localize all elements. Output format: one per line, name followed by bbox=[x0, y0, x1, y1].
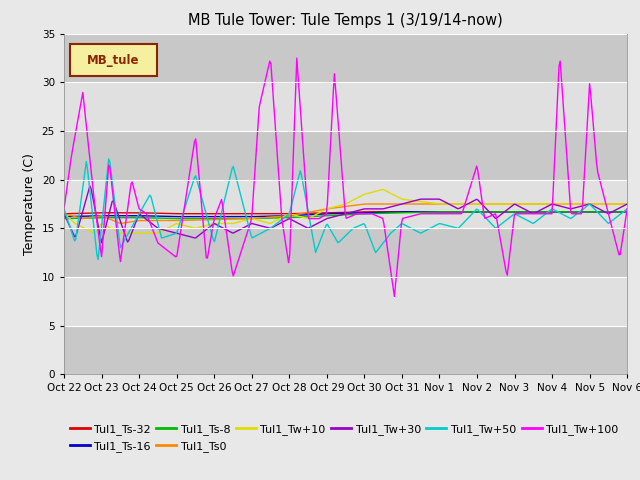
Y-axis label: Temperature (C): Temperature (C) bbox=[23, 153, 36, 255]
Tul1_Ts-8 bbox=[403, 210, 410, 216]
Tul1_Ts-16 bbox=[623, 209, 631, 215]
Tul1_Tw+10 bbox=[379, 187, 387, 192]
Bar bbox=[64, 180, 627, 228]
Tul1_Tw+100 bbox=[293, 55, 301, 61]
Tul1_Ts-16 bbox=[236, 214, 243, 219]
Bar bbox=[64, 131, 627, 180]
Bar bbox=[64, 228, 627, 277]
Tul1_Tw+100 bbox=[376, 215, 384, 220]
Tul1_Ts-8 bbox=[298, 214, 305, 220]
Tul1_Tw+50 bbox=[105, 156, 113, 162]
Text: MB_tule: MB_tule bbox=[87, 54, 140, 67]
Tul1_Ts-8 bbox=[573, 209, 580, 215]
Line: Tul1_Ts0: Tul1_Ts0 bbox=[64, 204, 627, 224]
Line: Tul1_Tw+30: Tul1_Tw+30 bbox=[64, 186, 627, 243]
Tul1_Ts-32 bbox=[361, 209, 369, 215]
Tul1_Ts0 bbox=[237, 216, 244, 222]
Tul1_Ts-32 bbox=[476, 209, 483, 215]
Legend: Tul1_Ts-32, Tul1_Ts-16, Tul1_Ts-8, Tul1_Ts0, Tul1_Tw+10, Tul1_Tw+30, Tul1_Tw+50,: Tul1_Ts-32, Tul1_Ts-16, Tul1_Ts-8, Tul1_… bbox=[70, 424, 618, 452]
Tul1_Ts-32 bbox=[573, 209, 580, 215]
Tul1_Tw+100 bbox=[623, 206, 631, 212]
Tul1_Tw+30 bbox=[623, 201, 631, 207]
Tul1_Ts-16 bbox=[476, 209, 483, 215]
Tul1_Ts-8 bbox=[623, 209, 631, 215]
Bar bbox=[64, 34, 627, 82]
Tul1_Ts0 bbox=[361, 201, 369, 207]
Title: MB Tule Tower: Tule Temps 1 (3/19/14-now): MB Tule Tower: Tule Temps 1 (3/19/14-now… bbox=[188, 13, 503, 28]
Tul1_Ts0 bbox=[404, 201, 412, 207]
Tul1_Ts0 bbox=[299, 210, 307, 216]
Tul1_Tw+50 bbox=[574, 210, 582, 216]
Line: Tul1_Ts-32: Tul1_Ts-32 bbox=[64, 212, 627, 214]
Tul1_Tw+30 bbox=[86, 183, 93, 189]
Tul1_Tw+30 bbox=[98, 240, 106, 246]
Tul1_Tw+50 bbox=[237, 195, 245, 201]
Tul1_Ts-32 bbox=[623, 209, 631, 215]
Tul1_Ts-16 bbox=[60, 214, 68, 219]
Tul1_Tw+10 bbox=[404, 197, 412, 203]
Tul1_Ts0 bbox=[60, 211, 68, 216]
Tul1_Tw+50 bbox=[623, 206, 631, 212]
Line: Tul1_Ts-16: Tul1_Ts-16 bbox=[64, 212, 627, 216]
Tul1_Ts0 bbox=[574, 201, 582, 207]
Tul1_Ts-16 bbox=[375, 209, 383, 215]
Tul1_Ts-8 bbox=[60, 216, 68, 221]
Tul1_Tw+100 bbox=[236, 255, 243, 261]
Tul1_Tw+30 bbox=[378, 206, 385, 212]
Tul1_Tw+10 bbox=[299, 215, 307, 220]
Bar bbox=[64, 326, 627, 374]
Tul1_Tw+100 bbox=[404, 214, 412, 220]
Tul1_Ts-16 bbox=[573, 209, 580, 215]
Tul1_Ts-16 bbox=[399, 209, 406, 215]
Tul1_Tw+100 bbox=[574, 211, 582, 216]
Tul1_Ts-8 bbox=[236, 216, 243, 221]
Tul1_Tw+10 bbox=[574, 201, 582, 207]
Tul1_Ts-32 bbox=[236, 211, 243, 216]
Tul1_Tw+30 bbox=[60, 211, 68, 216]
Tul1_Tw+30 bbox=[237, 226, 245, 232]
Tul1_Tw+100 bbox=[299, 139, 307, 145]
Tul1_Tw+50 bbox=[404, 224, 412, 230]
Tul1_Ts-16 bbox=[298, 212, 305, 218]
FancyBboxPatch shape bbox=[70, 44, 157, 76]
Tul1_Tw+10 bbox=[116, 230, 124, 236]
Tul1_Tw+50 bbox=[60, 206, 68, 212]
Tul1_Ts-8 bbox=[436, 209, 444, 215]
Tul1_Ts-32 bbox=[376, 209, 384, 215]
Tul1_Tw+100 bbox=[390, 293, 398, 299]
Tul1_Tw+30 bbox=[574, 204, 582, 210]
Line: Tul1_Tw+100: Tul1_Tw+100 bbox=[64, 58, 627, 296]
Tul1_Ts-32 bbox=[60, 211, 68, 216]
Line: Tul1_Tw+10: Tul1_Tw+10 bbox=[64, 190, 627, 233]
Tul1_Tw+50 bbox=[378, 242, 385, 248]
Tul1_Tw+10 bbox=[376, 187, 384, 193]
Tul1_Tw+100 bbox=[476, 185, 484, 191]
Tul1_Tw+30 bbox=[404, 199, 412, 205]
Line: Tul1_Tw+50: Tul1_Tw+50 bbox=[64, 159, 627, 260]
Tul1_Ts-32 bbox=[403, 209, 411, 215]
Tul1_Tw+50 bbox=[476, 209, 484, 215]
Tul1_Tw+10 bbox=[237, 219, 244, 225]
Tul1_Tw+10 bbox=[476, 201, 484, 207]
Tul1_Ts0 bbox=[378, 201, 385, 207]
Tul1_Tw+50 bbox=[300, 185, 308, 191]
Tul1_Ts0 bbox=[476, 201, 484, 207]
Tul1_Ts0 bbox=[116, 221, 124, 227]
Tul1_Ts-32 bbox=[298, 211, 305, 216]
Tul1_Ts0 bbox=[623, 201, 631, 207]
Bar bbox=[64, 277, 627, 326]
Tul1_Tw+30 bbox=[300, 223, 308, 229]
Tul1_Ts-8 bbox=[375, 210, 383, 216]
Tul1_Ts-16 bbox=[403, 209, 411, 215]
Tul1_Tw+10 bbox=[623, 201, 631, 207]
Tul1_Tw+100 bbox=[60, 206, 68, 212]
Tul1_Tw+10 bbox=[60, 211, 68, 216]
Tul1_Ts-8 bbox=[476, 209, 483, 215]
Line: Tul1_Ts-8: Tul1_Ts-8 bbox=[64, 212, 627, 218]
Tul1_Tw+30 bbox=[476, 200, 484, 205]
Bar bbox=[64, 82, 627, 131]
Tul1_Tw+50 bbox=[94, 257, 102, 263]
